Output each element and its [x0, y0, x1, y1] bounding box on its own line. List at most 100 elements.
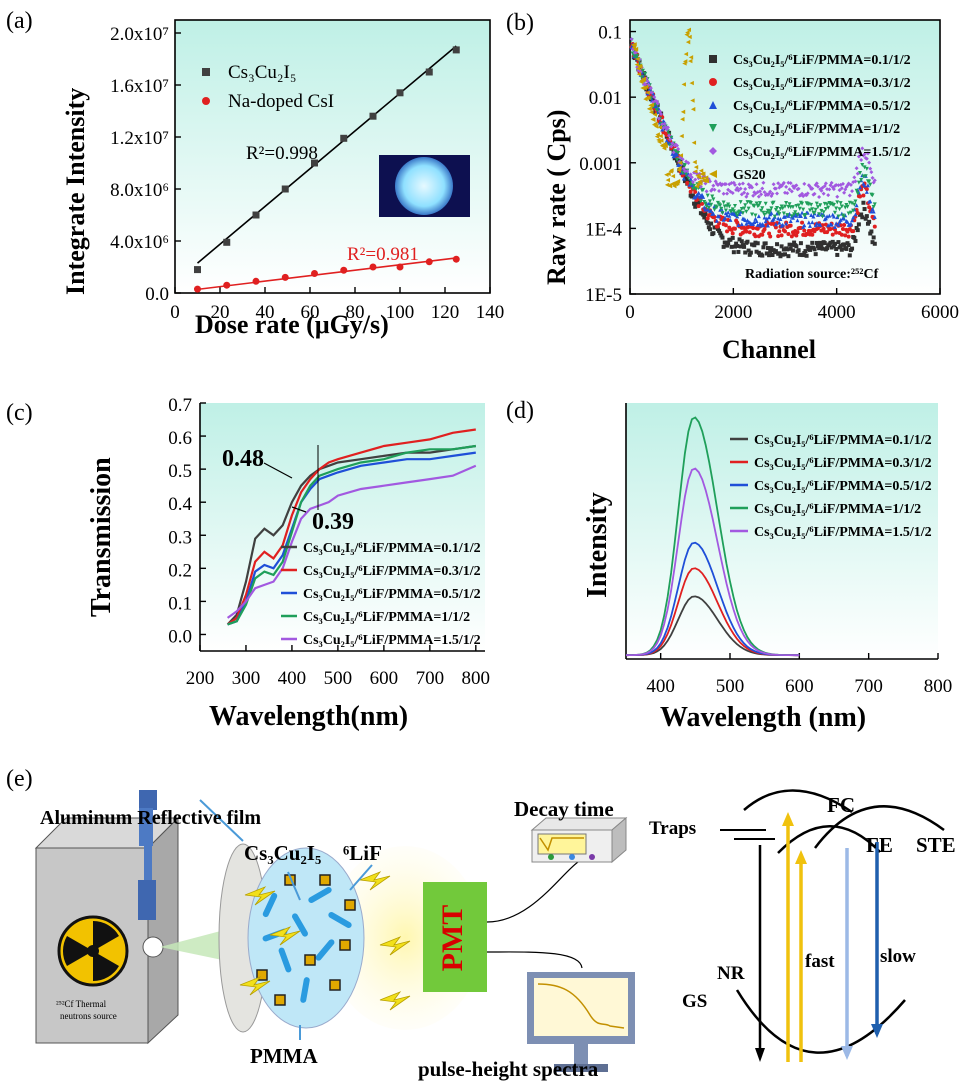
- chart-b-point: [831, 203, 836, 208]
- chart-b-point: [825, 246, 830, 251]
- chart-b-point: [797, 252, 802, 257]
- chart-b-point: [787, 242, 792, 247]
- chart-b-point: [690, 98, 695, 103]
- chart-b-point: [747, 230, 752, 235]
- chart-b-point: [752, 243, 757, 248]
- chart-b-point: [732, 182, 737, 187]
- chart-b-point: [678, 153, 684, 158]
- chart-a-point: [396, 89, 404, 97]
- chart-b-point: [855, 191, 860, 196]
- chart-b-point: [845, 229, 850, 234]
- source-label-2: neutrons source: [60, 1011, 117, 1021]
- chart-b-point: [770, 253, 775, 258]
- chart-a-point: [281, 273, 289, 281]
- chart-a-ytick-label: 2.0x10⁷: [110, 24, 169, 45]
- chart-a-ytick-label: 1.6x10⁷: [110, 76, 169, 97]
- chart-b-point: [786, 254, 791, 259]
- chart-b-point: [690, 107, 696, 112]
- chart-b-point: [863, 174, 868, 179]
- chart-b-point: [856, 222, 861, 227]
- chart-b-point: [640, 68, 645, 73]
- chart-b-point: [705, 193, 710, 198]
- chart-b-point: [810, 207, 815, 212]
- chart-b-point: [850, 189, 855, 194]
- legend-d-label: Cs₃Cu₂I₅/⁶LiF/PMMA=0.3/1/2: [754, 456, 932, 471]
- chart-b-point: [846, 211, 851, 216]
- chart-b-point: [861, 193, 866, 198]
- chart-c-xtick-label: 500: [324, 668, 353, 689]
- chart-b-point: [810, 240, 815, 245]
- chart-b-point: [834, 221, 839, 226]
- chart-b-point: [785, 247, 790, 252]
- chart-b-point: [762, 215, 767, 220]
- chart-b-point: [648, 86, 653, 91]
- chart-b-point: [833, 241, 838, 246]
- chart-b-point: [703, 211, 708, 216]
- annotation-r2-a2: R²=0.981: [347, 244, 419, 265]
- chart-b-point: [658, 133, 663, 139]
- chart-a-ytick-label: 8.0x10⁶: [110, 180, 169, 201]
- chart-b-point: [859, 157, 864, 162]
- chart-b-point: [781, 180, 786, 185]
- chart-b-point: [712, 215, 717, 220]
- chart-b-point: [709, 202, 714, 207]
- chart-b-point: [711, 211, 716, 216]
- chart-b-point: [848, 210, 853, 215]
- panel-label-d: (d): [506, 398, 534, 424]
- chart-c-xtick-label: 300: [232, 668, 261, 689]
- chart-b-point: [721, 200, 726, 205]
- annotation-r2-a1: R²=0.998: [246, 143, 318, 164]
- chart-b-point: [790, 248, 795, 253]
- chart-b-point: [755, 241, 760, 246]
- chart-b-point: [794, 244, 799, 249]
- chart-b-point: [872, 178, 877, 183]
- chart-b-point: [818, 240, 823, 245]
- chart-b-point: [690, 193, 695, 198]
- chart-b-point: [864, 156, 869, 161]
- chart-b-point: [833, 224, 838, 229]
- chart-b-point: [840, 227, 845, 232]
- chart-b-point: [735, 213, 740, 218]
- chart-c-ytick-label: 0.1: [168, 593, 192, 614]
- chart-b-point: [786, 231, 791, 236]
- chart-b-point: [692, 201, 697, 206]
- level-fe: FE: [866, 833, 893, 857]
- chart-b-point: [789, 189, 794, 194]
- chart-b-point: [846, 243, 851, 248]
- chart-b-point: [746, 206, 751, 211]
- chart-b-point: [829, 180, 834, 185]
- chart-b-point: [852, 202, 857, 207]
- chart-b-point: [753, 213, 758, 218]
- chart-b-point: [831, 244, 836, 249]
- chart-b-point: [864, 214, 869, 219]
- chart-b-point: [685, 169, 690, 174]
- chart-b-point: [773, 222, 778, 227]
- chart-b-point: [790, 205, 795, 210]
- chart-b-point: [719, 206, 724, 211]
- chart-b-point: [839, 232, 844, 237]
- chart-b-point: [777, 251, 782, 256]
- chart-a-point: [223, 238, 231, 246]
- chart-b-point: [726, 241, 731, 246]
- chart-b-point: [763, 201, 768, 206]
- chart-b-point: [685, 30, 690, 35]
- energy-diagram: [720, 789, 945, 1062]
- chart-b-point: [651, 117, 656, 123]
- chart-b-point: [845, 204, 850, 209]
- chart-b-point: [862, 152, 867, 157]
- chart-b-point: [784, 221, 789, 226]
- chart-b-point: [680, 109, 686, 115]
- chart-b-point: [827, 213, 832, 218]
- chart-b-point: [817, 195, 822, 200]
- chart-b-point: [803, 249, 808, 254]
- chart-b-point: [745, 239, 750, 244]
- crystal-rod: [262, 892, 278, 918]
- chart-b-point: [787, 202, 792, 207]
- chart-b-point: [659, 138, 664, 143]
- chart-b-point: [869, 229, 874, 234]
- chart-b-point: [815, 205, 820, 210]
- chart-b-point: [763, 219, 768, 224]
- chart-b-point: [761, 210, 766, 215]
- chart-b-point: [633, 46, 639, 52]
